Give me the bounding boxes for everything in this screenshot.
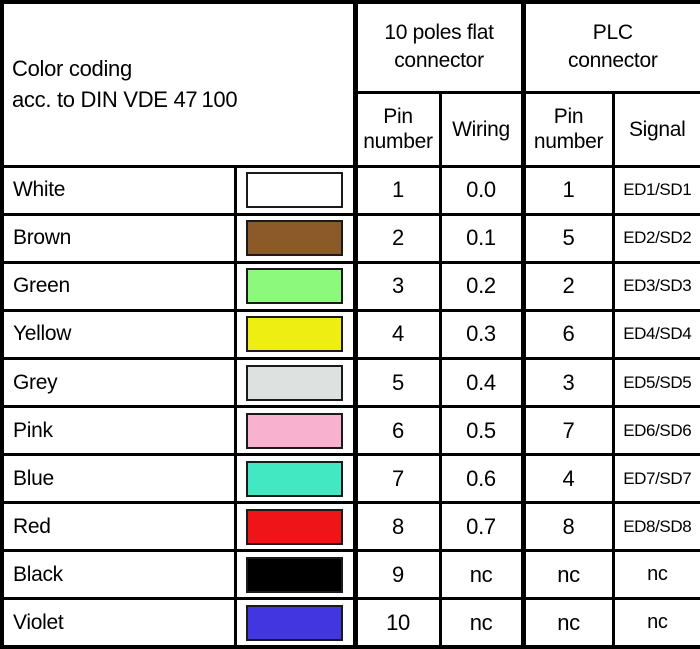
table-row: Grey 5 0.4 3 ED5/SD5 <box>0 356 700 409</box>
color-swatch <box>246 364 343 401</box>
pin-number-cell: 7 <box>352 453 442 505</box>
pin-number-cell: 10 <box>352 597 442 649</box>
color-name-cell: Blue <box>0 453 237 505</box>
pin-number-cell: 4 <box>352 308 442 360</box>
signal-cell: ED6/SD6 <box>611 405 700 457</box>
plc-pin-cell: 3 <box>520 356 615 409</box>
plc-pin-cell: 5 <box>520 212 615 264</box>
color-swatch <box>246 556 343 593</box>
color-name-cell: Pink <box>0 405 237 457</box>
signal-cell: ED3/SD3 <box>611 260 700 312</box>
pin-number-cell: 2 <box>352 212 442 264</box>
signal-cell: ED8/SD8 <box>611 501 700 553</box>
color-swatch-cell <box>233 501 357 553</box>
plc-pin-cell: nc <box>520 597 615 649</box>
signal-cell: ED1/SD1 <box>611 164 700 216</box>
color-swatch <box>246 172 343 209</box>
wiring-cell: 0.0 <box>438 164 525 216</box>
color-name-cell: Red <box>0 501 237 553</box>
color-swatch <box>246 268 343 305</box>
color-swatch <box>246 604 343 641</box>
wiring-cell: nc <box>438 549 525 601</box>
color-name-cell: Violet <box>0 597 237 649</box>
wiring-cell: 0.2 <box>438 260 525 312</box>
table-row: Green 3 0.2 2 ED3/SD3 <box>0 260 700 312</box>
color-swatch <box>246 460 343 497</box>
table-row: Red 8 0.7 8 ED8/SD8 <box>0 501 700 553</box>
pin-number-cell: 3 <box>352 260 442 312</box>
table-row: Blue 7 0.6 4 ED7/SD7 <box>0 453 700 505</box>
sub-header-row: Pin number Wiring Pin number Signal <box>2 90 700 168</box>
signal-cell: ED2/SD2 <box>611 212 700 264</box>
color-swatch <box>246 316 343 353</box>
color-swatch <box>246 508 343 545</box>
color-name-cell: Green <box>0 260 237 312</box>
plc-pin-cell: 8 <box>520 501 615 553</box>
pin-number-cell: 8 <box>352 501 442 553</box>
wiring-cell: 0.4 <box>438 356 525 409</box>
table-row: Pink 6 0.5 7 ED6/SD6 <box>0 405 700 457</box>
col-header-pin-number-plc: Pin number <box>520 90 615 168</box>
table-row: White 1 0.0 1 ED1/SD1 <box>0 164 700 216</box>
col-header-pin-number-flat: Pin number <box>352 90 442 168</box>
color-swatch-cell <box>233 453 357 505</box>
table-row: Black 9 nc nc nc <box>0 549 700 601</box>
signal-cell: ED5/SD5 <box>611 356 700 409</box>
pin-number-cell: 1 <box>352 164 442 216</box>
plc-pin-cell: 2 <box>520 260 615 312</box>
plc-pin-cell: nc <box>520 549 615 601</box>
plc-pin-cell: 7 <box>520 405 615 457</box>
color-name-cell: Yellow <box>0 308 237 360</box>
signal-cell: ED7/SD7 <box>611 453 700 505</box>
plc-pin-cell: 6 <box>520 308 615 360</box>
color-name-cell: Brown <box>0 212 237 264</box>
table-row: Brown 2 0.1 5 ED2/SD2 <box>0 212 700 264</box>
color-swatch-cell <box>233 260 357 312</box>
table-row: Violet 10 nc nc nc <box>0 597 700 649</box>
color-name-cell: Grey <box>0 356 237 409</box>
color-swatch-cell <box>233 164 357 216</box>
wiring-cell: 0.6 <box>438 453 525 505</box>
color-swatch-cell <box>233 356 357 409</box>
pin-number-cell: 9 <box>352 549 442 601</box>
col-header-wiring: Wiring <box>438 90 525 168</box>
wiring-cell: 0.7 <box>438 501 525 553</box>
table-title: Color coding acc. to DIN VDE 47 100 <box>0 0 357 168</box>
table-row: Yellow 4 0.3 6 ED4/SD4 <box>0 308 700 360</box>
wiring-cell: 0.1 <box>438 212 525 264</box>
color-swatch-cell <box>233 597 357 649</box>
wiring-cell: 0.3 <box>438 308 525 360</box>
signal-cell: ED4/SD4 <box>611 308 700 360</box>
color-swatch <box>246 412 343 449</box>
color-swatch <box>246 220 343 257</box>
color-name-cell: White <box>0 164 237 216</box>
wiring-cell: nc <box>438 597 525 649</box>
plc-pin-cell: 4 <box>520 453 615 505</box>
color-name-cell: Black <box>0 549 237 601</box>
signal-cell: nc <box>611 549 700 601</box>
column-group-flat-connector: 10 poles flat connector <box>352 0 525 94</box>
color-swatch-cell <box>233 405 357 457</box>
wiring-cell: 0.5 <box>438 405 525 457</box>
col-header-signal: Signal <box>611 90 700 168</box>
color-swatch-cell <box>233 212 357 264</box>
color-swatch-cell <box>233 308 357 360</box>
pin-number-cell: 6 <box>352 405 442 457</box>
signal-cell: nc <box>611 597 700 649</box>
plc-pin-cell: 1 <box>520 164 615 216</box>
column-group-plc-connector: PLC connector <box>520 0 700 94</box>
color-swatch-cell <box>233 549 357 601</box>
pin-number-cell: 5 <box>352 356 442 409</box>
group-header-row: Color coding acc. to DIN VDE 47 100 10 p… <box>0 0 700 168</box>
